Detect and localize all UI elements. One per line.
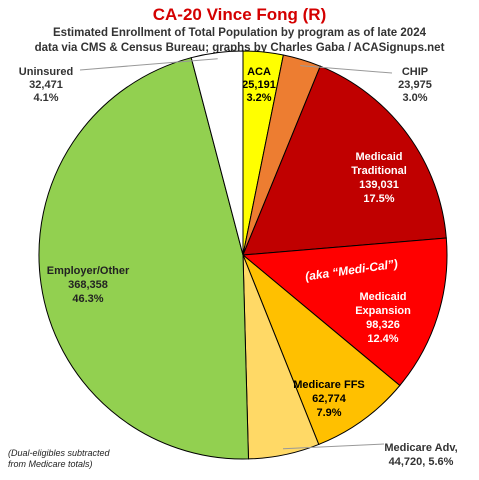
- data-label-medicaid-expansion-label-0: Medicaid: [359, 291, 406, 303]
- leader-line-uninsured: [79, 58, 218, 71]
- data-label-medicare-ffs-value: 62,774: [312, 393, 347, 405]
- data-label-aca-pct: 3.2%: [246, 92, 271, 104]
- pie-slice-medicare-ffs: [242, 254, 401, 446]
- pie-slice-employer-other: [38, 57, 250, 460]
- data-label-medicaid-traditional-label-1: Traditional: [351, 165, 407, 177]
- data-label-medicaid-traditional-label-0: Medicaid: [355, 151, 402, 163]
- data-label-employer-other-value: 368,358: [68, 279, 108, 291]
- pie-slice-medicaid-expansion: [241, 237, 448, 387]
- data-label-chip-pct: 3.0%: [402, 92, 427, 104]
- data-label-chip-label: CHIP: [402, 66, 428, 78]
- data-label-chip-value: 23,975: [398, 79, 432, 91]
- chart-title: CA-20 Vince Fong (R): [152, 5, 327, 24]
- pie-slice-medicaid-traditional: [242, 65, 447, 256]
- chart-subtitle-line-2: data via CMS & Census Bureau; graphs by …: [34, 42, 445, 54]
- leader-line-medicare-adv: [282, 443, 385, 450]
- footnote-line-2: from Medicare totals): [8, 459, 93, 469]
- data-label-medicare-ffs-label: Medicare FFS: [293, 379, 365, 391]
- data-label-medicare-adv-value: 44,720, 5.6%: [389, 456, 454, 468]
- data-label-aca-value: 25,191: [242, 79, 276, 91]
- data-label-employer-other-pct: 46.3%: [72, 293, 103, 305]
- footnote-line-1: (Dual-eligibles subtracted: [8, 448, 110, 458]
- data-label-medicaid-expansion-value: 98,326: [366, 319, 400, 331]
- leader-line-chip: [300, 65, 393, 74]
- data-label-aca-label: ACA: [247, 66, 271, 78]
- data-label-uninsured-pct: 4.1%: [33, 92, 58, 104]
- data-label-uninsured-value: 32,471: [29, 79, 63, 91]
- data-label-medicare-adv-label: Medicare Adv,: [384, 442, 457, 454]
- data-label-medicaid-traditional-pct: 17.5%: [363, 193, 394, 205]
- data-label-uninsured-label: Uninsured: [19, 66, 73, 78]
- data-label-medicare-ffs-pct: 7.9%: [316, 407, 341, 419]
- chart-subtitle-line-1: Estimated Enrollment of Total Population…: [53, 27, 426, 39]
- pie-slice-uninsured: [190, 50, 244, 256]
- data-label-medicaid-traditional-value: 139,031: [359, 179, 399, 191]
- data-label-medicaid-expansion-pct: 12.4%: [367, 333, 398, 345]
- data-label-employer-other-label: Employer/Other: [47, 265, 130, 277]
- data-label-medicaid-expansion-label-1: Expansion: [355, 305, 411, 317]
